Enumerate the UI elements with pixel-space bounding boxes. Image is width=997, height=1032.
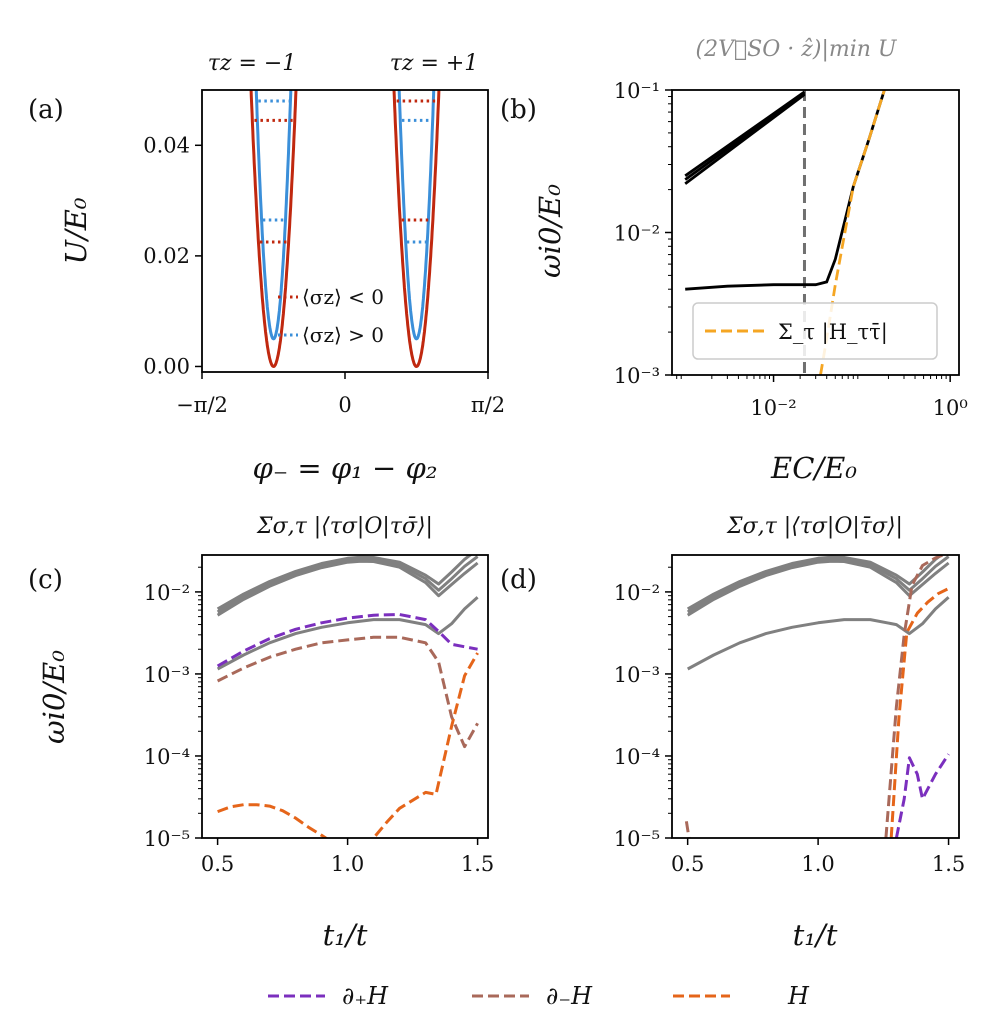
- panel-b-vline-label: (2V⃗SO · ẑ)|min U: [696, 37, 898, 62]
- c-xtick-label-0: 0.5: [201, 852, 234, 876]
- c-xtick-label-2: 1.5: [461, 852, 494, 876]
- panel-d: (d) Σσ,τ |⟨τσ|O|τ̄σ⟩| 0.5 1.0 1.5 10⁻⁵ 10⁻⁴ 1…: [500, 514, 965, 952]
- legend-label-dplus: ∂₊H: [342, 982, 389, 1010]
- c-series-6: [217, 652, 479, 838]
- panel-b-legend-label: Σ_τ |H_ττ̄|: [778, 320, 888, 345]
- d-series-0: [686, 555, 944, 611]
- b-series-2: [684, 93, 806, 185]
- a-xtick-label-2: π/2: [471, 393, 505, 417]
- c-xtick-label-1: 1.0: [331, 852, 364, 876]
- panel-a-legend-label-neg: ⟨σz⟩ < 0: [302, 285, 384, 309]
- b-series-4: [819, 90, 886, 375]
- d-series-1: [686, 555, 950, 614]
- panel-b-plot-area: [684, 90, 886, 375]
- panel-c-ylabel: ωi0/E₀: [37, 650, 71, 744]
- legend-label-h: H: [787, 982, 810, 1010]
- b-ytick-label-0: 10⁻³: [614, 364, 660, 388]
- well-0-red-curve: [249, 90, 298, 369]
- panel-d-frame: [671, 554, 960, 839]
- c-series-0: [216, 555, 473, 611]
- a-ytick-label-0: 0.00: [143, 354, 190, 378]
- panel-b-legend-box: [692, 302, 938, 360]
- c-series-5: [216, 635, 479, 749]
- panel-a-legend: ⟨σz⟩ < 0 ⟨σz⟩ > 0: [278, 285, 384, 347]
- panel-a: (a) τz = −1 τz = +1 −π/2 0 π/2 0.00 0.02 0.04…: [28, 51, 505, 485]
- b-xtick-label-0: 10⁻²: [750, 396, 796, 420]
- panel-b-label: (b): [500, 95, 537, 125]
- b-series-3: [685, 90, 886, 291]
- well-0-blue-curve: [254, 90, 293, 341]
- a-ytick-label-2: 0.04: [143, 133, 190, 157]
- d-ytick-label-0: 10⁻⁵: [614, 827, 660, 851]
- panel-c-label: (c): [28, 565, 63, 595]
- d-ytick-label-3: 10⁻²: [614, 581, 660, 605]
- c-ytick-label-2: 10⁻³: [144, 663, 190, 687]
- b-ytick-label-1: 10⁻²: [614, 222, 660, 246]
- d-xtick-label-0: 0.5: [671, 852, 704, 876]
- d-ytick-label-2: 10⁻³: [614, 663, 660, 687]
- panel-c-ticks: 0.5 1.0 1.5 10⁻⁵ 10⁻⁴ 10⁻³ 10⁻²: [144, 566, 494, 876]
- panel-a-ticks: −π/2 0 π/2 0.00 0.02 0.04: [143, 133, 505, 417]
- c-ytick-label-1: 10⁻⁴: [144, 745, 190, 769]
- panel-a-legend-label-pos: ⟨σz⟩ > 0: [302, 323, 384, 347]
- well-1-blue-curve: [397, 90, 436, 341]
- c-series-3: [216, 596, 479, 671]
- c-series-4: [216, 613, 478, 668]
- d-xtick-label-2: 1.5: [932, 852, 965, 876]
- panel-c-xlabel: t₁/t: [323, 918, 368, 952]
- panel-c-title: Σσ,τ |⟨τσ|O|τσ̄⟩|: [256, 514, 433, 539]
- panel-d-xlabel: t₁/t: [793, 918, 838, 952]
- panel-b-legend: Σ_τ |H_ττ̄|: [692, 302, 938, 360]
- d-series-6: [684, 821, 691, 838]
- panel-c-plot-area: [216, 555, 479, 838]
- panel-a-title-left: τz = −1: [208, 51, 297, 76]
- c-ytick-label-3: 10⁻²: [144, 581, 190, 605]
- panel-d-label: (d): [500, 565, 537, 595]
- panel-b-xlabel: EC/E₀: [770, 451, 857, 485]
- panel-a-ylabel: U/E₀: [59, 197, 93, 264]
- panel-c-frame: [201, 554, 489, 839]
- panel-a-title-right: τz = +1: [390, 51, 479, 76]
- d-series-7: [889, 587, 950, 838]
- panel-d-plot-area: [684, 555, 950, 838]
- d-ytick-label-1: 10⁻⁴: [614, 745, 660, 769]
- a-ytick-label-1: 0.02: [143, 244, 190, 268]
- b-series-1: [684, 92, 806, 181]
- figure-legend: ∂₊H ∂₋H H: [268, 982, 810, 1010]
- c-series-2: [216, 559, 479, 617]
- b-ytick-label-2: 10⁻¹: [614, 79, 660, 103]
- panel-a-plot-area: [249, 90, 441, 369]
- panel-d-title: Σσ,τ |⟨τσ|O|τ̄σ⟩|: [726, 514, 903, 539]
- d-series-5: [884, 555, 948, 838]
- panel-b-ticks: 10⁻² 10⁰ 10⁻³ 10⁻² 10⁻¹: [614, 79, 968, 420]
- well-1-red-curve: [392, 90, 441, 369]
- panel-c: (c) Σσ,τ |⟨τσ|O|τσ̄⟩| 0.5 1.0 1.5 10⁻⁵ 10⁻⁴ 1…: [28, 514, 494, 952]
- panel-a-xlabel: φ₋ = φ₁ − φ₂: [253, 451, 438, 485]
- d-series-4: [894, 753, 950, 838]
- panel-d-ticks: 0.5 1.0 1.5 10⁻⁵ 10⁻⁴ 10⁻³ 10⁻²: [614, 566, 965, 876]
- panel-b-ylabel: ωi0/E₀: [533, 184, 567, 278]
- b-xtick-label-1: 10⁰: [933, 396, 968, 420]
- panel-a-label: (a): [28, 95, 64, 125]
- panel-b: (b) (2V⃗SO · ẑ)|min U 10⁻² 10⁰10⁻³10⁻²10⁻…: [500, 37, 968, 485]
- c-ytick-label-0: 10⁻⁵: [144, 827, 190, 851]
- legend-label-dminus: ∂₋H: [546, 982, 593, 1010]
- a-xtick-label-1: 0: [338, 393, 351, 417]
- d-xtick-label-1: 1.0: [801, 852, 834, 876]
- a-xtick-label-0: −π/2: [176, 393, 228, 417]
- c-series-1: [216, 555, 479, 614]
- d-series-3: [686, 596, 950, 671]
- d-series-2: [686, 559, 950, 617]
